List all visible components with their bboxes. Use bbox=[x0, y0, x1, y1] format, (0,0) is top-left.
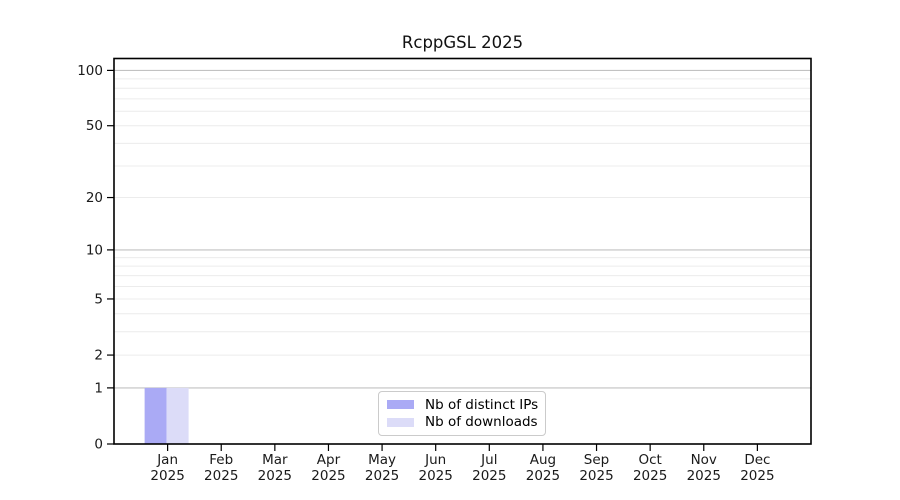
y-tick-label: 1 bbox=[94, 380, 103, 396]
x-tick-year: 2025 bbox=[472, 468, 506, 484]
x-tick-year: 2025 bbox=[204, 468, 238, 484]
x-tick-label: Nov bbox=[691, 452, 717, 468]
x-tick-year: 2025 bbox=[311, 468, 345, 484]
x-tick-label: Feb bbox=[209, 452, 233, 468]
x-tick-year: 2025 bbox=[579, 468, 613, 484]
legend-item-downloads: Nb of downloads bbox=[387, 414, 538, 431]
legend-label-downloads: Nb of downloads bbox=[425, 414, 538, 431]
x-tick-year: 2025 bbox=[365, 468, 399, 484]
y-tick-label: 10 bbox=[86, 242, 103, 258]
bar-jan-s0 bbox=[144, 387, 167, 444]
x-tick-year: 2025 bbox=[740, 468, 774, 484]
x-tick-year: 2025 bbox=[258, 468, 292, 484]
y-tick-label: 0 bbox=[94, 437, 103, 453]
plot-border bbox=[113, 57, 812, 445]
bar-jan-s1 bbox=[166, 387, 189, 444]
legend: Nb of distinct IPs Nb of downloads bbox=[378, 391, 546, 436]
x-tick-label: Apr bbox=[317, 452, 341, 468]
y-tick-label: 50 bbox=[86, 118, 103, 134]
legend-swatch-distinct-ips bbox=[387, 400, 414, 410]
x-tick-label: Oct bbox=[638, 452, 661, 468]
x-tick-year: 2025 bbox=[526, 468, 560, 484]
x-tick-label: Sep bbox=[584, 452, 609, 468]
x-tick-year: 2025 bbox=[687, 468, 721, 484]
x-tick-label: Mar bbox=[262, 452, 288, 468]
x-tick-label: May bbox=[368, 452, 396, 468]
legend-swatch-downloads bbox=[387, 417, 414, 427]
x-tick-label: Jul bbox=[480, 452, 497, 468]
legend-label-distinct-ips: Nb of distinct IPs bbox=[425, 396, 539, 413]
y-tick-label: 20 bbox=[86, 190, 103, 206]
x-tick-label: Jan bbox=[156, 452, 178, 468]
chart-title: RcppGSL 2025 bbox=[401, 33, 524, 52]
x-tick-label: Jun bbox=[424, 452, 446, 468]
x-tick-year: 2025 bbox=[150, 468, 184, 484]
y-tick-label: 100 bbox=[77, 63, 103, 79]
x-tick-year: 2025 bbox=[419, 468, 453, 484]
y-tick-label: 5 bbox=[94, 291, 103, 307]
legend-item-distinct-ips: Nb of distinct IPs bbox=[387, 396, 539, 413]
x-tick-year: 2025 bbox=[633, 468, 667, 484]
x-tick-label: Aug bbox=[530, 452, 556, 468]
x-tick-label: Dec bbox=[744, 452, 770, 468]
y-tick-label: 2 bbox=[94, 348, 103, 364]
